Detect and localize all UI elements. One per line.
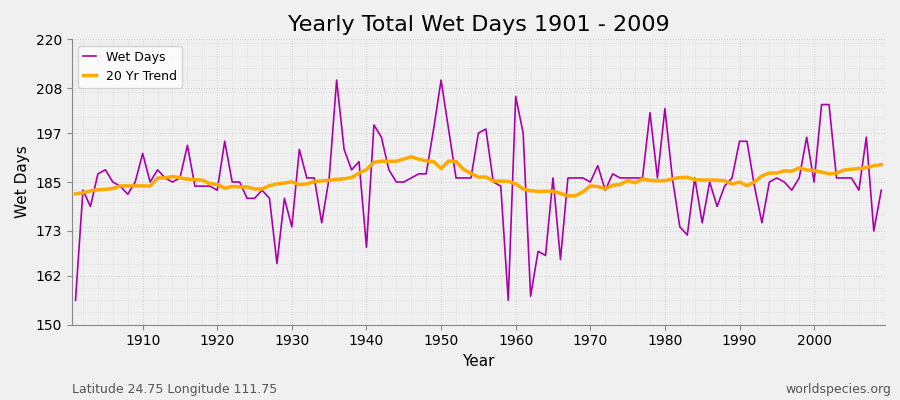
- 20 Yr Trend: [510, 182, 521, 186]
- Text: worldspecies.org: worldspecies.org: [785, 383, 891, 396]
- Title: Yearly Total Wet Days 1901 - 2009: Yearly Total Wet Days 1901 - 2009: [287, 15, 670, 35]
- Wet Days: [294, 147, 305, 152]
- Wet Days: [608, 172, 618, 176]
- 20 Yr Trend: [130, 184, 140, 188]
- Wet Days: [518, 131, 528, 136]
- Line: 20 Yr Trend: 20 Yr Trend: [76, 157, 881, 196]
- Line: Wet Days: Wet Days: [76, 80, 881, 300]
- 20 Yr Trend: [70, 192, 81, 196]
- Text: Latitude 24.75 Longitude 111.75: Latitude 24.75 Longitude 111.75: [72, 383, 277, 396]
- Wet Days: [70, 298, 81, 303]
- Y-axis label: Wet Days: Wet Days: [15, 146, 30, 218]
- 20 Yr Trend: [294, 182, 305, 187]
- 20 Yr Trend: [876, 162, 886, 167]
- 20 Yr Trend: [615, 182, 626, 187]
- Legend: Wet Days, 20 Yr Trend: Wet Days, 20 Yr Trend: [78, 46, 182, 88]
- Wet Days: [346, 167, 357, 172]
- 20 Yr Trend: [338, 176, 349, 181]
- X-axis label: Year: Year: [462, 354, 495, 369]
- 20 Yr Trend: [406, 154, 417, 159]
- 20 Yr Trend: [518, 186, 528, 191]
- Wet Days: [130, 180, 140, 184]
- Wet Days: [331, 78, 342, 82]
- Wet Days: [510, 94, 521, 99]
- 20 Yr Trend: [562, 194, 573, 198]
- Wet Days: [876, 188, 886, 192]
